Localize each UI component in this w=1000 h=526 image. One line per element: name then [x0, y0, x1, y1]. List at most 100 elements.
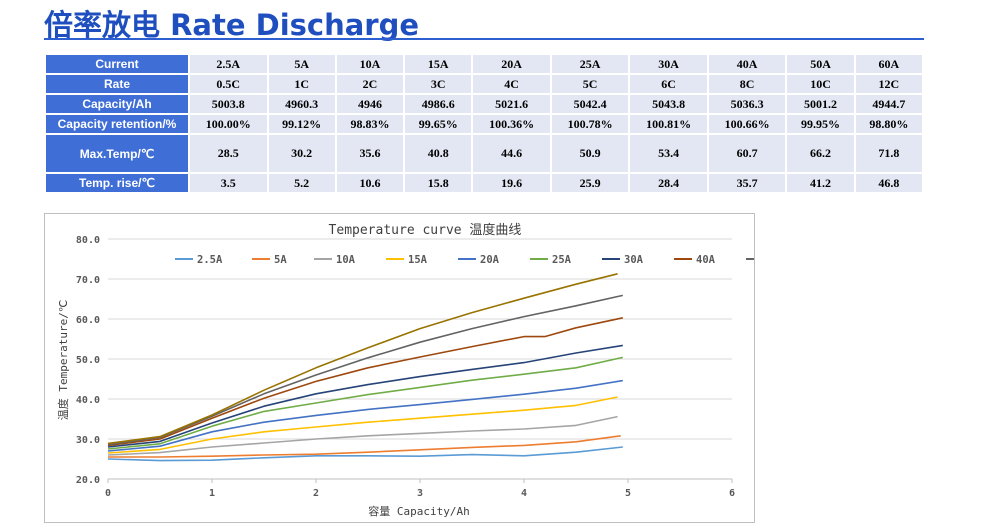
table-cell: 98.83%	[336, 115, 404, 133]
table-cell: 99.65%	[405, 115, 472, 133]
table-cell: 98.80%	[855, 115, 922, 133]
table-cell: 71.8	[855, 135, 922, 172]
table-cell: 15A	[405, 55, 472, 73]
y-tick-label: 50.0	[76, 355, 100, 366]
table-cell: 5021.6	[473, 95, 550, 113]
table-cell: 5042.4	[551, 95, 629, 113]
y-axis-title: 温度 Temperature/℃	[56, 300, 70, 420]
series-line-20A	[107, 379, 623, 452]
table-cell: 5001.2	[787, 95, 854, 113]
table-row: Temp. rise/℃ 3.5 5.2 10.6 15.8 19.6 25.9 28.4 35…	[46, 174, 922, 192]
table-row: Max.Temp/℃ 28.5 30.2 35.6 40.8 44.6 50.9 53.4 60…	[46, 135, 922, 172]
x-tick-label: 0	[105, 488, 111, 499]
table-cell: 28.4	[630, 174, 707, 192]
row-header: Max.Temp/℃	[46, 135, 188, 172]
table-cell: 3C	[405, 75, 472, 93]
temperature-chart-svg: Temperature curve 温度曲线 20.0 30.0 40.0 50.0 6…	[56, 222, 754, 518]
table-cell: 4944.7	[855, 95, 922, 113]
legend-label: 15A	[408, 254, 428, 266]
x-tick-label: 1	[209, 488, 215, 499]
axes: 20.0 30.0 40.0 50.0 60.0 70.0 80.0 0 1 2 3 4 5 6	[76, 235, 735, 499]
row-header: Current	[46, 55, 188, 73]
table-cell: 1C	[268, 75, 335, 93]
table-cell: 15.8	[405, 174, 472, 192]
series-line-30A	[107, 344, 623, 448]
table-cell: 35.6	[336, 135, 404, 172]
series-line-25A	[107, 356, 623, 450]
y-tick-label: 80.0	[76, 235, 100, 246]
x-tick-label: 4	[521, 488, 527, 499]
series-lines	[107, 273, 623, 462]
table-cell: 30.2	[268, 135, 335, 172]
table-cell: 50.9	[551, 135, 629, 172]
table-cell: 2C	[336, 75, 404, 93]
table-cell: 4946	[336, 95, 404, 113]
series-line-10A	[107, 415, 618, 456]
table-cell: 2.5A	[190, 55, 267, 73]
legend-label: 25A	[552, 254, 572, 266]
chart-title: Temperature curve 温度曲线	[329, 222, 522, 238]
page-title: 倍率放电 Rate Discharge	[44, 8, 420, 42]
table-cell: 3.5	[190, 174, 267, 192]
table-cell: 19.6	[473, 174, 550, 192]
table-cell: 100.81%	[630, 115, 707, 133]
y-tick-label: 40.0	[76, 395, 100, 406]
legend-label: 5A	[274, 254, 287, 266]
row-header: Temp. rise/℃	[46, 174, 188, 192]
title-underline	[44, 38, 924, 40]
rate-discharge-table: Current 2.5A 5A 10A 15A 20A 25A 30A 40A 50A 60A Rat…	[44, 53, 924, 194]
table-cell: 5.2	[268, 174, 335, 192]
table-cell: 6C	[630, 75, 707, 93]
table-cell: 50A	[787, 55, 854, 73]
table-cell: 5C	[551, 75, 629, 93]
series-line-15A	[107, 396, 618, 454]
table-cell: 53.4	[630, 135, 707, 172]
table-cell: 100.66%	[708, 115, 786, 133]
table-cell: 5036.3	[708, 95, 786, 113]
row-header: Rate	[46, 75, 188, 93]
legend-label: 10A	[336, 254, 356, 266]
legend-label: 2.5A	[197, 254, 223, 266]
series-line-5A	[108, 435, 621, 458]
series-line-2.5A	[107, 446, 623, 462]
table-cell: 30A	[630, 55, 707, 73]
table-cell: 8C	[708, 75, 786, 93]
table-cell: 40.8	[405, 135, 472, 172]
row-header: Capacity retention/%	[46, 115, 188, 133]
table-cell: 25A	[551, 55, 629, 73]
legend-label: 30A	[624, 254, 644, 266]
x-tick-label: 6	[729, 488, 735, 499]
table-cell: 4C	[473, 75, 550, 93]
table-cell: 20A	[473, 55, 550, 73]
table-cell: 10A	[336, 55, 404, 73]
table-row: Capacity/Ah 5003.8 4960.3 4946 4986.6 5021.6 5…	[46, 95, 922, 113]
table-cell: 10.6	[336, 174, 404, 192]
series-line-60A	[107, 273, 618, 445]
y-tick-label: 30.0	[76, 435, 100, 446]
table-cell: 60.7	[708, 135, 786, 172]
table-cell: 46.8	[855, 174, 922, 192]
x-axis-title: 容量 Capacity/Ah	[368, 504, 469, 518]
table-cell: 40A	[708, 55, 786, 73]
table-cell: 99.95%	[787, 115, 854, 133]
table-cell: 5003.8	[190, 95, 267, 113]
table-cell: 5043.8	[630, 95, 707, 113]
x-tick-label: 3	[417, 488, 423, 499]
table-row: Current 2.5A 5A 10A 15A 20A 25A 30A 40A 50A 60A	[46, 55, 922, 73]
gridlines	[108, 238, 732, 480]
table-cell: 25.9	[551, 174, 629, 192]
table-cell: 41.2	[787, 174, 854, 192]
table-row: Rate 0.5C 1C 2C 3C 4C 5C 6C 8C 10C 12C	[46, 75, 922, 93]
table-cell: 44.6	[473, 135, 550, 172]
series-line-50A	[107, 294, 623, 446]
table-cell: 99.12%	[268, 115, 335, 133]
x-tick-label: 5	[625, 488, 631, 499]
table-cell: 28.5	[190, 135, 267, 172]
table-cell: 0.5C	[190, 75, 267, 93]
table-cell: 100.78%	[551, 115, 629, 133]
table-cell: 66.2	[787, 135, 854, 172]
table-cell: 5A	[268, 55, 335, 73]
table-cell: 60A	[855, 55, 922, 73]
row-header: Capacity/Ah	[46, 95, 188, 113]
